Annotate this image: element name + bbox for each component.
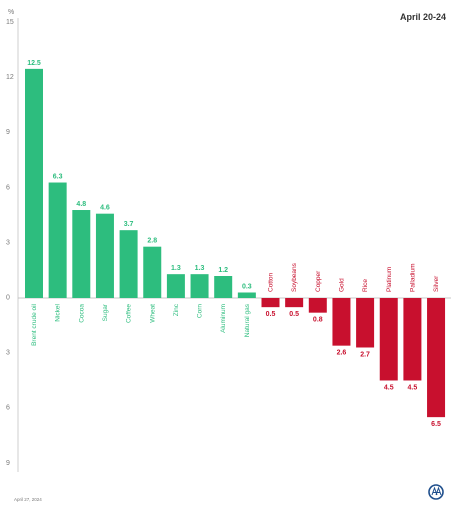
- category-label: Palladium: [409, 263, 416, 292]
- category-label: Brent crude oil: [31, 303, 38, 345]
- bar-value-label: 2.7: [360, 351, 370, 358]
- unit-symbol: %: [8, 9, 14, 16]
- category-label: Soybeans: [291, 262, 298, 292]
- bar: [167, 274, 185, 298]
- category-label: Wheat: [149, 304, 156, 323]
- bar-value-label: 3.7: [124, 221, 134, 228]
- category-label: Cotton: [268, 272, 275, 292]
- y-tick-label: 9: [6, 129, 10, 136]
- y-tick-label: 6: [6, 405, 10, 412]
- category-label: Corn: [197, 304, 204, 318]
- bar-value-label: 0.5: [266, 311, 276, 318]
- bar-value-label: 2.6: [337, 350, 347, 357]
- bar-value-label: 4.5: [408, 384, 418, 391]
- bar: [120, 230, 138, 298]
- category-label: Natural gas: [244, 303, 251, 337]
- bar: [309, 298, 327, 313]
- y-tick-label: 12: [6, 74, 14, 81]
- bar-value-label: 1.2: [218, 267, 228, 274]
- category-label: Cocoa: [78, 304, 85, 323]
- bar: [427, 298, 445, 417]
- category-label: Sugar: [102, 303, 109, 321]
- category-label: Rice: [362, 279, 369, 292]
- bar-value-label: 1.3: [195, 265, 205, 272]
- bar: [143, 247, 161, 298]
- y-tick-label: 3: [6, 350, 10, 357]
- category-label: Coffee: [126, 304, 133, 323]
- y-tick-label: 9: [6, 460, 10, 467]
- bar-value-label: 0.5: [289, 311, 299, 318]
- bar-value-label: 4.8: [76, 201, 86, 208]
- bar: [191, 274, 209, 298]
- bar: [285, 298, 303, 307]
- y-tick-label: 0: [6, 295, 10, 302]
- bar: [332, 298, 350, 346]
- bar: [380, 298, 398, 380]
- bar: [214, 276, 232, 298]
- bar-value-label: 6.5: [431, 421, 441, 428]
- bar-value-label: 2.8: [147, 238, 157, 245]
- category-label: Silver: [433, 275, 440, 292]
- bar-value-label: 12.5: [27, 60, 41, 67]
- bar-value-label: 1.3: [171, 265, 181, 272]
- bar: [238, 293, 256, 298]
- bar: [25, 69, 43, 298]
- bar: [262, 298, 280, 307]
- y-tick-labels: 1512963036912: [6, 19, 14, 506]
- bar: [356, 298, 374, 347]
- bar: [96, 214, 114, 298]
- bar-value-label: 4.5: [384, 384, 394, 391]
- bar-value-label: 0.8: [313, 317, 323, 324]
- category-label: Aluminum: [220, 304, 227, 333]
- bar-value-label: 4.6: [100, 205, 110, 212]
- category-labels: Brent crude oil Nickel Cocoa Sugar Coffee Whe…: [31, 262, 440, 346]
- y-tick-label: 15: [6, 19, 14, 26]
- aa-logo-icon: [429, 485, 443, 499]
- category-label: Gold: [338, 278, 345, 292]
- category-label: Platinum: [386, 267, 393, 292]
- bar-series: [25, 69, 445, 417]
- y-tick-label: 3: [6, 239, 10, 246]
- footer-date: April 27, 2024: [14, 497, 42, 502]
- bar: [403, 298, 421, 380]
- y-tick-label: 6: [6, 184, 10, 191]
- bar-value-label: 0.3: [242, 284, 252, 291]
- bar: [72, 210, 90, 298]
- bar: [49, 183, 67, 298]
- bar-value-label: 6.3: [53, 174, 63, 181]
- category-label: Zinc: [173, 303, 180, 316]
- category-label: Nickel: [55, 303, 62, 321]
- category-label: Copper: [315, 270, 322, 292]
- date-range-label: April 20-24: [400, 12, 446, 22]
